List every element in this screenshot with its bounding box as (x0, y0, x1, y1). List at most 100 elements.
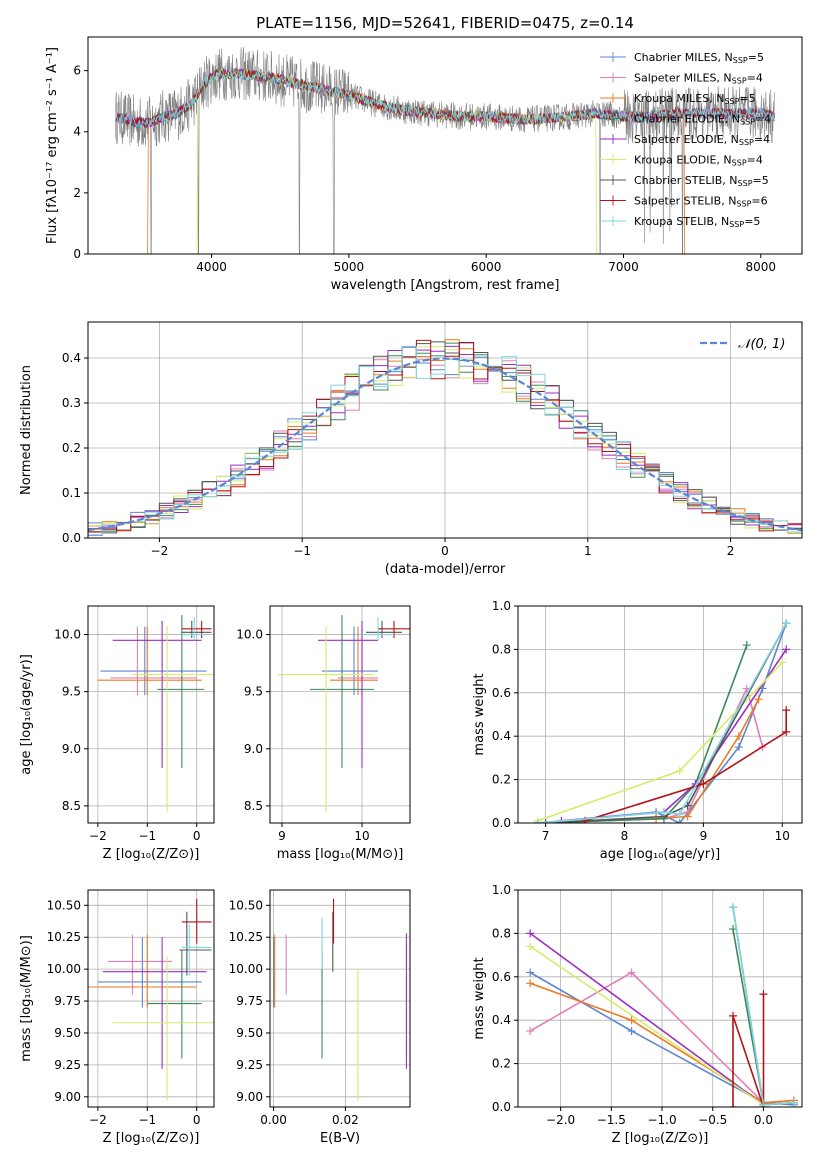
age_vs_Z-point-chabrier-stelib (181, 620, 212, 638)
mass_vs_Z-point-salpeter-elodie (102, 937, 207, 1069)
mass_vs_Z-ytick-label: 9.50 (54, 1026, 81, 1040)
residuals-ytick-label: 0.0 (62, 531, 81, 545)
spectrum-plot-area (115, 47, 775, 254)
mass_weight_vs_Z-marker-kroupa-stelib (729, 903, 738, 912)
figure-title: PLATE=1156, MJD=52641, FIBERID=0475, z=0… (256, 14, 634, 32)
age_vs_Z-xtick-label: −1 (138, 829, 156, 843)
mass_weight_vs_Z-marker-salpeter-stelib (729, 1011, 738, 1020)
mass_weight_vs_Z-panel: −2.0 −1.5 −1.0 −0.5 0.0 0.0 0.2 0.4 0.6 0.8 1.0 Z [… (472, 883, 803, 1146)
age_vs_Z-xlabel: Z [log₁₀(Z/Z⊙)] (103, 847, 200, 862)
mass_weight_vs_age-line-salpeter-stelib (584, 710, 787, 822)
mass_weight_vs_Z-frame (517, 889, 803, 1108)
mass_weight_vs_Z-xtick-label: −1.0 (647, 1113, 676, 1127)
age_vs_mass-point-kroupa-elodie (278, 626, 374, 812)
mass_weight_vs_age-marker-kroupa-miles (754, 695, 763, 704)
legend-label-kroupa-stelib: Kroupa STELIB, NSSP=5 (634, 215, 760, 229)
age_vs_mass-xtick-label: 9 (278, 829, 286, 843)
mass_weight_vs_Z-xtick-label: 0.0 (754, 1113, 773, 1127)
residuals-xtick-label: 1 (584, 544, 592, 558)
age_vs_mass-xtick-label: 10 (354, 829, 369, 843)
mass_weight_vs_Z-ytick-label: 0.2 (492, 1057, 511, 1071)
age_vs_Z-ytick-label: 10.0 (54, 628, 81, 642)
model-spectrum-kroupa-stelib (115, 67, 775, 129)
mass_weight_vs_age-xtick-label: 8 (621, 829, 629, 843)
residuals-plot-area (88, 322, 802, 538)
residuals-ytick-label: 0.2 (62, 441, 81, 455)
spectrum-ytick-label: 2 (73, 186, 81, 200)
mass_weight_vs_age-xtick-label: 7 (542, 829, 550, 843)
residuals-xtick-label: 0 (441, 544, 449, 558)
mass_weight_vs_age-marker-kroupa-elodie (778, 658, 787, 667)
mass_weight_vs_Z-xtick-label: −2.0 (546, 1113, 575, 1127)
mass_weight_vs_age-line-salpeter-elodie (561, 648, 787, 822)
mass_weight_vs_age-ytick-label: 0.8 (492, 642, 511, 656)
spectrum-xlabel: wavelength [Angstrom, rest frame] (331, 278, 560, 293)
mass_vs_Z-ytick-label: 9.00 (54, 1090, 81, 1104)
spectrum-panel: 4000 5000 6000 7000 8000 0 2 4 6 wavelength [Angs… (45, 36, 803, 293)
age_vs_mass-ytick-label: 10.0 (236, 628, 263, 642)
mass_weight_vs_Z-marker-salpeter-stelib (729, 1103, 738, 1107)
residuals-xlabel: (data-model)/error (385, 562, 506, 577)
spectrum-xtick-label: 5000 (334, 260, 365, 274)
age_vs_mass-xlabel: mass [log₁₀(M/M⊙)] (277, 847, 404, 862)
mass_vs_EBV-plot-area (270, 890, 410, 1107)
age_vs_Z-xtick-label: 0 (193, 829, 201, 843)
age_vs_Z-ytick-label: 9.0 (62, 742, 81, 756)
spectrum-legend: Chabrier MILES, NSSP=5 Salpeter MILES, NS… (600, 51, 771, 229)
residuals-xtick-label: 2 (727, 544, 735, 558)
mass_vs_Z-ytick-label: 10.00 (47, 962, 81, 976)
mass_weight_vs_Z-marker-chabrier-miles (526, 968, 535, 977)
residuals-ytick-label: 0.4 (62, 351, 81, 365)
mass_weight_vs_age-marker-kroupa-stelib (533, 819, 542, 823)
spectrum-xtick-label: 7000 (608, 260, 639, 274)
spectrum-xtick-label: 4000 (196, 260, 227, 274)
mass_vs_Z-point-kroupa-stelib (181, 924, 212, 976)
mass_weight_vs_Z-marker-kroupa-miles (627, 1016, 636, 1025)
age_vs_Z-ytick-label: 9.5 (62, 685, 81, 699)
age_vs_Z-point-kroupa-elodie (132, 626, 214, 812)
mass_weight_vs_Z-line-kroupa-miles (529, 982, 794, 1104)
mass_vs_Z-frame (87, 889, 215, 1108)
mass_weight_vs_age-ytick-label: 0.0 (492, 816, 511, 830)
age_vs_mass-panel: 9 10 8.5 9.0 9.5 10.0 mass [log₁₀(M/M⊙)] (236, 605, 411, 862)
mass_weight_vs_Z-ytick-label: 1.0 (492, 883, 511, 897)
mass_weight_vs_age-line-kroupa-miles (537, 698, 760, 823)
mass_vs_Z-xlabel: Z [log₁₀(Z/Z⊙)] (103, 1131, 200, 1146)
mass_weight_vs_age-ytick-label: 0.2 (492, 773, 511, 787)
mass_weight_vs_age-ytick-label: 0.4 (492, 729, 511, 743)
age_vs_mass-point-kroupa-miles (330, 626, 378, 696)
age_vs_mass-point-chabrier-stelib (366, 620, 402, 638)
age_vs_Z-frame (87, 605, 215, 824)
mass_vs_Z-ytick-label: 10.50 (47, 898, 81, 912)
mass_weight_vs_age-marker-chabrier-miles (734, 743, 743, 752)
mass_weight_vs_age-line-chabrier-miles (537, 623, 787, 823)
mass_vs_Z-ytick-label: 9.25 (54, 1058, 81, 1072)
mass_weight_vs_age-marker-chabrier-elodie (742, 641, 751, 650)
spectrum-ytick-label: 6 (73, 64, 81, 78)
mass_weight_vs_age-marker-salpeter-elodie (782, 645, 791, 654)
mass_weight_vs_age-ylabel: mass weight (472, 673, 487, 755)
mass_vs_EBV-ytick-label: 10.00 (229, 962, 263, 976)
gaussian-legend-label: 𝒩(0, 1) (738, 337, 785, 352)
age_vs_mass-point-salpeter-elodie (318, 620, 378, 769)
residuals-panel: −2 −1 0 1 2 0.0 0.1 0.2 0.3 0.4 (data-model)/error… (19, 321, 803, 577)
age_vs_mass-ytick-label: 9.0 (244, 742, 263, 756)
mass_weight_vs_age-marker-chabrier-miles (675, 819, 684, 823)
observed-spectrum-line (115, 47, 775, 254)
mass_vs_Z-ylabel: mass [log₁₀(M/M⊙)] (19, 935, 34, 1062)
legend-label-salpeter-elodie: Salpeter ELODIE, NSSP=4 (634, 133, 770, 147)
age_vs_Z-panel: −2 −1 0 8.5 9.0 9.5 10.0 Z [log₁₀(Z/Z⊙)] age [lo… (19, 605, 215, 862)
mass_weight_vs_age-xlabel: age [log₁₀(age/yr)] (600, 847, 721, 862)
mass_weight_vs_Z-marker-kroupa-stelib (759, 1100, 768, 1107)
mass_weight_vs_Z-ytick-label: 0.0 (492, 1100, 511, 1114)
age_vs_mass-frame (269, 605, 411, 824)
age_vs_Z-point-salpeter-miles (110, 626, 197, 696)
mass_weight_vs_age-xtick-label: 10 (775, 829, 790, 843)
mass_vs_EBV-ytick-label: 9.75 (236, 994, 263, 1008)
mass_vs_Z-point-chabrier-miles (97, 937, 202, 1008)
mass_vs_Z-point-salpeter-miles (107, 934, 172, 995)
age_vs_Z-point-kroupa-stelib (181, 617, 207, 641)
mass_weight_vs_age-line-chabrier-elodie (537, 644, 748, 823)
mass_vs_EBV-ytick-label: 9.00 (236, 1090, 263, 1104)
